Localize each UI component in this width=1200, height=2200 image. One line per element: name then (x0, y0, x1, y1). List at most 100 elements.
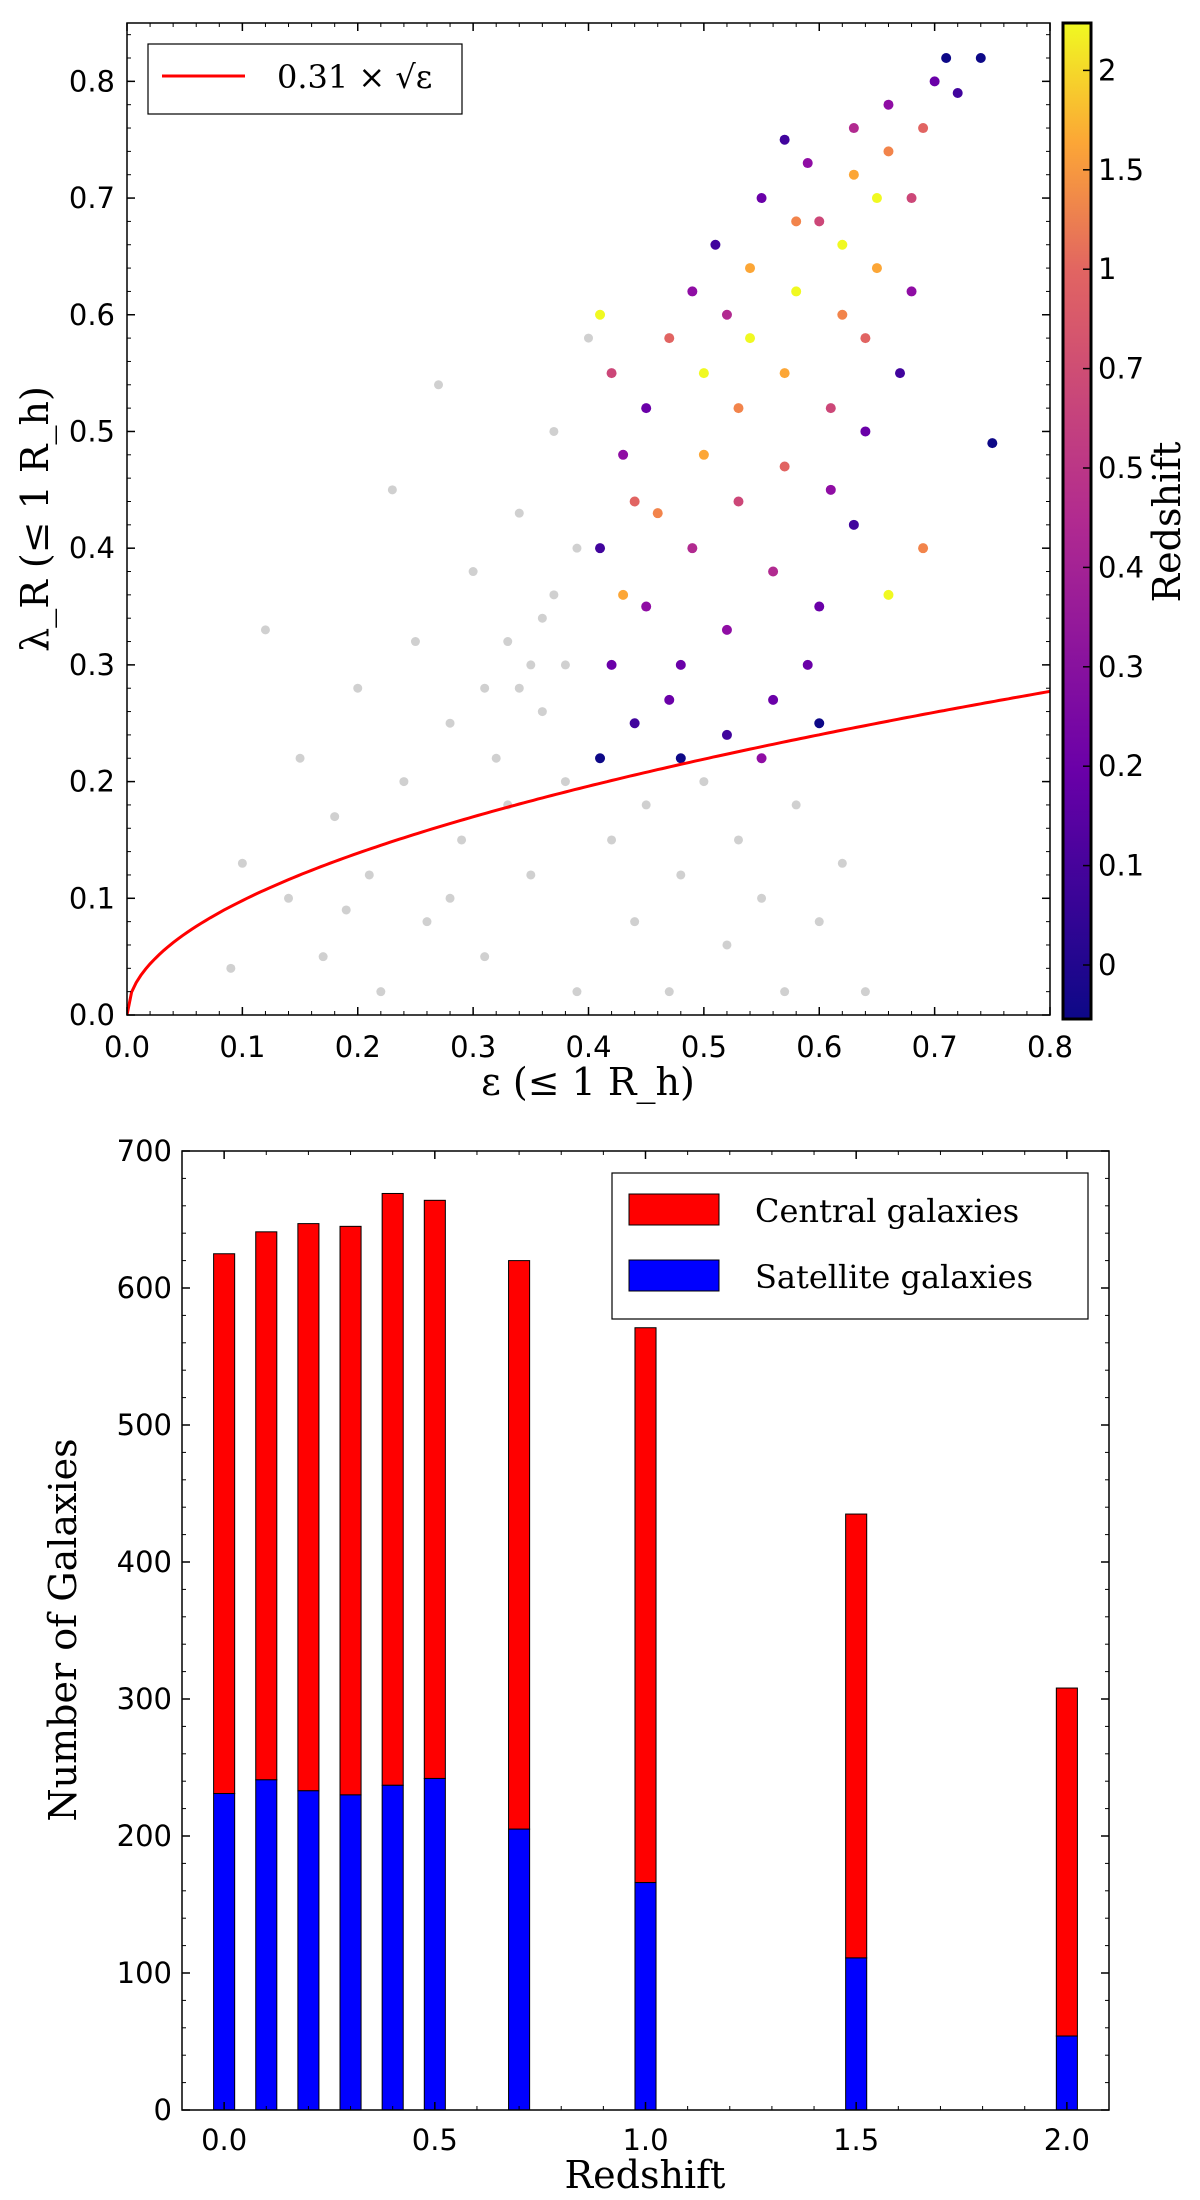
colored-point (618, 589, 629, 600)
bar-central (634, 1327, 657, 1884)
colored-point (837, 239, 848, 250)
colorbar-tick-label: 1.5 (1098, 153, 1144, 187)
bar-satellite (339, 1794, 362, 2111)
grey-point (410, 637, 420, 647)
grey-point (480, 683, 490, 693)
colored-point (871, 263, 882, 274)
colored-point (871, 193, 882, 204)
colored-point (883, 146, 894, 157)
colored-point (675, 659, 686, 670)
grey-point (560, 777, 570, 787)
colorbar-tick-label: 2 (1098, 53, 1116, 87)
grey-point (757, 893, 767, 903)
colored-point (721, 729, 732, 740)
x-tick-label: 0.5 (412, 2123, 458, 2157)
colored-point (629, 718, 640, 729)
colored-point (975, 53, 986, 64)
grey-point (537, 707, 547, 717)
colored-point (802, 158, 813, 169)
colored-point (698, 368, 709, 379)
legend-box (147, 43, 463, 115)
x-tick-label: 0.3 (450, 1030, 496, 1064)
colored-point (791, 286, 802, 297)
colorbar-label: Redshift (1145, 442, 1189, 603)
colorbar-tick-label: 1 (1098, 252, 1116, 286)
grey-point (387, 485, 397, 495)
x-tick-label: 0.8 (1027, 1030, 1073, 1064)
grey-point (318, 952, 328, 962)
colored-point (687, 286, 698, 297)
colored-point (779, 134, 790, 145)
colored-point (756, 753, 767, 764)
bar-satellite (423, 1777, 446, 2111)
colored-point (848, 169, 859, 180)
colorbar-tick-label: 0.2 (1098, 749, 1144, 783)
colored-point (710, 239, 721, 250)
colored-point (802, 659, 813, 670)
grey-point (226, 963, 236, 973)
colored-point (779, 461, 790, 472)
x-tick-label: 0.4 (565, 1030, 611, 1064)
colorbar-tick-label: 0 (1098, 948, 1116, 982)
colored-point (987, 438, 998, 449)
grey-point (837, 858, 847, 868)
grey-point (641, 800, 651, 810)
colored-point (687, 543, 698, 554)
colored-point (641, 601, 652, 612)
legend-swatch-central (628, 1193, 720, 1226)
colored-point (906, 193, 917, 204)
colored-point (745, 333, 756, 344)
colored-point (595, 753, 606, 764)
x-tick-label: 0.5 (681, 1030, 727, 1064)
grey-point (353, 683, 363, 693)
colored-point (629, 496, 640, 507)
y-tick-label: 600 (117, 1271, 172, 1305)
colored-point (664, 694, 675, 705)
x-tick-label: 0.7 (912, 1030, 958, 1064)
y-tick-label: 0.7 (69, 181, 115, 215)
grey-point (572, 543, 582, 553)
colored-points (595, 53, 998, 764)
grey-point (526, 660, 536, 670)
y-tick-label: 0.4 (69, 531, 115, 565)
bar-panel: 0.0 0.5 1.0 1.5 2.0 0 100 200 300 400 500 600 700 Re… (41, 1134, 1110, 2197)
x-tick-label: 1.0 (622, 2123, 668, 2157)
colorbar-tick-label: 0.7 (1098, 352, 1144, 386)
y-tick-label: 0 (154, 2093, 172, 2127)
bar-satellite (508, 1828, 531, 2111)
colorbar: 0 0.1 0.2 0.3 0.4 0.5 0.7 1 1.5 2 Redshift (1061, 21, 1189, 1021)
grey-point (526, 870, 536, 880)
grey-point (733, 835, 743, 845)
colored-point (918, 123, 929, 134)
grey-point (549, 426, 559, 436)
grey-point (376, 987, 386, 997)
colored-point (698, 449, 709, 460)
y-tick-label: 0.0 (69, 998, 115, 1032)
colored-point (733, 403, 744, 414)
colored-point (906, 286, 917, 297)
colored-point (918, 543, 929, 554)
x-tick-label: 1.5 (833, 2123, 879, 2157)
grey-point (676, 870, 686, 880)
bars (213, 1192, 1078, 2111)
scatter-x-label: ε (≤ 1 R_h) (481, 1060, 695, 1105)
colored-point (595, 309, 606, 320)
bar-satellite (297, 1790, 320, 2111)
bar-legend: Central galaxies Satellite galaxies (611, 1172, 1089, 1320)
grey-point (791, 800, 801, 810)
y-tick-label: 0.6 (69, 298, 115, 332)
y-tick-label: 0.2 (69, 765, 115, 799)
colored-point (952, 88, 963, 99)
scatter-y-label: λ_R (≤ 1 R_h) (13, 386, 58, 652)
colored-point (883, 99, 894, 110)
colored-point (675, 753, 686, 764)
bar-central (255, 1231, 278, 1781)
colored-point (756, 193, 767, 204)
colored-point (721, 309, 732, 320)
scatter-axes-frame (126, 22, 1051, 1016)
grey-point (237, 858, 247, 868)
colored-point (768, 566, 779, 577)
grey-point (722, 940, 732, 950)
legend-label: 0.31 × √ε (277, 58, 432, 96)
bar-central (381, 1192, 404, 1786)
